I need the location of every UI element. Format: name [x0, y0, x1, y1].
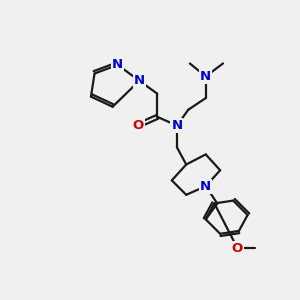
- Text: N: N: [112, 58, 123, 71]
- Text: N: N: [200, 70, 211, 83]
- Text: O: O: [132, 119, 143, 132]
- Text: N: N: [171, 119, 182, 132]
- Text: N: N: [134, 74, 145, 87]
- Text: N: N: [200, 180, 211, 193]
- Text: O: O: [232, 242, 243, 255]
